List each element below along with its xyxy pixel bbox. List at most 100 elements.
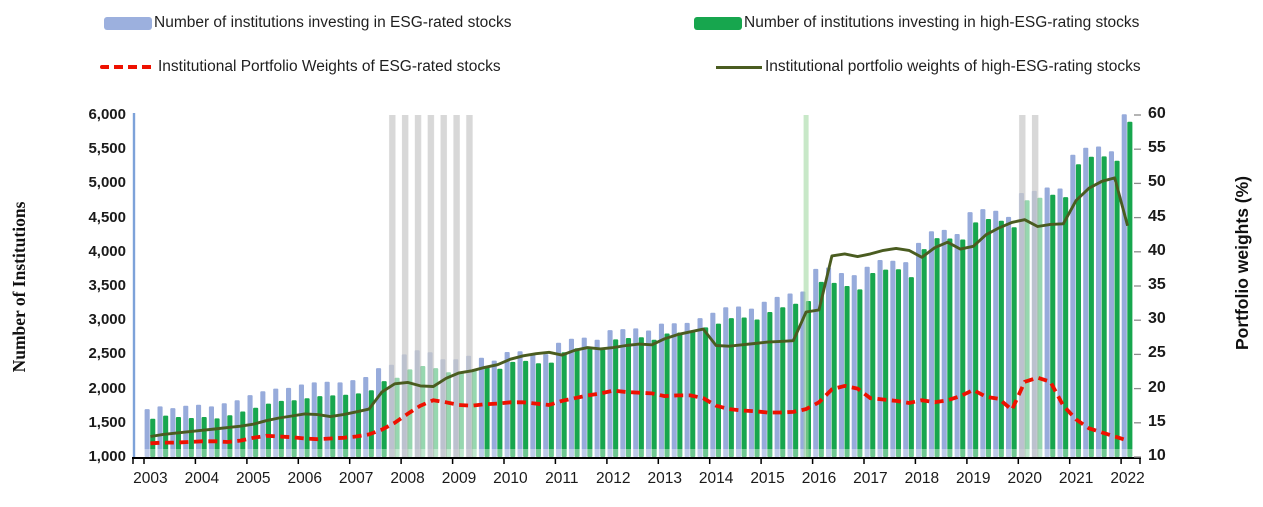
bar-esg-rated (748, 308, 754, 457)
bar-high-esg (728, 318, 734, 457)
bar-esg-rated (478, 357, 484, 457)
bar-high-esg (767, 312, 773, 457)
bar-high-esg (741, 317, 747, 457)
bar-esg-rated (1083, 147, 1089, 458)
y-right-tick-label: 35 (1148, 276, 1166, 293)
bar-esg-rated (234, 400, 240, 457)
y-right-tick-label: 15 (1148, 412, 1166, 430)
x-axis-year-label: 2011 (545, 470, 579, 487)
bar-esg-rated (877, 260, 883, 457)
bar-high-esg (625, 338, 631, 457)
bar-high-esg (253, 407, 259, 457)
bar-high-esg (227, 415, 233, 457)
x-axis-year-label: 2022 (1110, 470, 1145, 487)
bar-high-esg (535, 363, 541, 457)
bar-high-esg (343, 394, 349, 457)
bar-esg-rated (1057, 188, 1063, 457)
bar-esg-rated (144, 409, 150, 457)
bar-high-esg (381, 381, 387, 457)
x-axis-year-label: 2005 (236, 470, 271, 487)
bar-high-esg (857, 289, 863, 457)
bar-high-esg (960, 239, 966, 457)
x-axis-year-label: 2021 (1058, 470, 1094, 487)
y-left-tick-label: 1,500 (88, 413, 126, 431)
bar-high-esg (330, 395, 336, 457)
bar-esg-rated (723, 307, 729, 457)
bar-high-esg (188, 418, 194, 457)
bar-high-esg (1088, 156, 1094, 457)
x-axis-year-label: 2007 (338, 470, 374, 487)
bar-high-esg (934, 238, 940, 457)
bar-high-esg (895, 269, 901, 457)
bar-high-esg (497, 368, 503, 457)
bar-high-esg (1101, 156, 1107, 457)
bar-high-esg (523, 360, 529, 457)
bar-esg-rated (1108, 151, 1114, 458)
bar-esg-rated (736, 306, 742, 457)
y-right-tick-label: 40 (1148, 241, 1166, 259)
bar-high-esg (355, 393, 361, 457)
bar-high-esg (304, 398, 310, 457)
x-axis-year-label: 2017 (853, 470, 888, 487)
bar-esg-rated (1096, 146, 1102, 457)
x-axis-year-label: 2004 (184, 470, 220, 487)
bar-esg-rated (774, 296, 780, 457)
bar-esg-rated (376, 368, 382, 457)
bar-high-esg (1050, 194, 1056, 457)
bar-high-esg (510, 361, 516, 457)
y-right-tick-label: 20 (1148, 378, 1166, 396)
x-axis-year-label: 2003 (133, 470, 168, 487)
bar-high-esg (831, 282, 837, 457)
esg-bar-swatch-icon (104, 16, 152, 30)
bar-high-esg (703, 327, 709, 457)
x-axis-year-label: 2006 (287, 470, 322, 487)
bar-esg-rated (221, 403, 227, 457)
high-esg-bar-swatch-icon (694, 16, 742, 30)
bar-esg-rated (916, 242, 922, 457)
bar-high-esg (240, 411, 246, 457)
bar-high-esg (780, 307, 786, 457)
bar-esg-rated (658, 323, 664, 457)
bar-esg-rated (813, 268, 819, 457)
bar-high-esg (985, 219, 991, 457)
y-right-tick-label: 60 (1148, 105, 1166, 122)
x-axis-year-label: 2010 (493, 470, 528, 487)
y-left-tick-label: 5,500 (88, 140, 126, 158)
y-right-tick-label: 55 (1148, 139, 1166, 157)
red-dashed-line-swatch-icon (100, 65, 156, 69)
bar-esg-rated (826, 267, 832, 457)
bar-esg-rated (980, 209, 986, 457)
bar-esg-rated (890, 260, 896, 457)
bar-esg-rated (671, 323, 677, 457)
y-right-tick-label: 45 (1148, 207, 1166, 225)
bar-esg-rated (286, 387, 292, 457)
bar-high-esg (613, 339, 619, 457)
y-right-tick-label: 25 (1148, 344, 1166, 362)
bar-high-esg (793, 303, 799, 457)
y-left-tick-label: 2,000 (88, 379, 126, 397)
legend-item-esg-weight-line: Institutional Portfolio Weights of ESG-r… (100, 56, 501, 78)
legend-item-high-esg-bar: Number of institutions investing in high… (694, 12, 1139, 34)
y-right-tick-label: 50 (1148, 173, 1166, 191)
bar-esg-rated (491, 360, 497, 457)
bar-high-esg (1011, 227, 1017, 457)
bar-esg-rated (350, 380, 356, 457)
bar-high-esg (998, 220, 1004, 457)
x-axis-year-label: 2016 (801, 470, 837, 487)
bar-high-esg (587, 347, 593, 457)
bar-high-esg (484, 366, 490, 457)
bar-high-esg (651, 339, 657, 457)
x-axis-year-label: 2008 (390, 470, 425, 487)
bar-high-esg (973, 222, 979, 457)
bar-high-esg (265, 403, 271, 457)
bar-esg-rated (311, 382, 317, 457)
y-left-tick-label: 3,500 (88, 277, 126, 294)
bar-high-esg (715, 323, 721, 457)
bar-high-esg (561, 352, 567, 457)
bar-high-esg (844, 286, 850, 457)
bar-esg-rated (1121, 114, 1127, 458)
bar-high-esg (638, 337, 644, 457)
y-right-tick-label: 10 (1148, 447, 1166, 464)
bar-esg-rated (260, 391, 266, 457)
